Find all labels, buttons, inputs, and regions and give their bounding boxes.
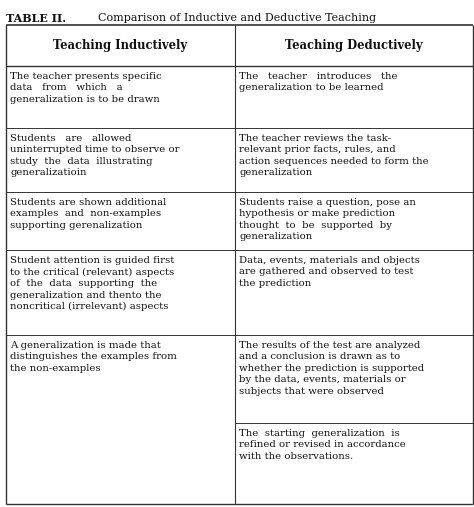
Text: The teacher presents specific
data   from   which   a
generalization is to be dr: The teacher presents specific data from … [10, 72, 162, 104]
Text: Students   are   allowed
uninterrupted time to observe or
study  the  data  illu: Students are allowed uninterrupted time … [10, 134, 180, 177]
Text: The results of the test are analyzed
and a conclusion is drawn as to
whether the: The results of the test are analyzed and… [239, 341, 425, 395]
Text: TABLE II.: TABLE II. [6, 13, 66, 24]
Text: Students are shown additional
examples  and  non-examples
supporting gerenalizat: Students are shown additional examples a… [10, 198, 167, 230]
Text: Data, events, materials and objects
are gathered and observed to test
the predic: Data, events, materials and objects are … [239, 256, 420, 288]
Text: Teaching Deductively: Teaching Deductively [285, 39, 423, 52]
Text: Comparison of Inductive and Deductive Teaching: Comparison of Inductive and Deductive Te… [98, 13, 376, 23]
Text: Teaching Inductively: Teaching Inductively [53, 39, 187, 52]
Text: Students raise a question, pose an
hypothesis or make prediction
thought  to  be: Students raise a question, pose an hypot… [239, 198, 416, 241]
Text: Student attention is guided first
to the critical (relevant) aspects
of  the  da: Student attention is guided first to the… [10, 256, 175, 311]
Text: The   teacher   introduces   the
generalization to be learned: The teacher introduces the generalizatio… [239, 72, 398, 92]
Text: A generalization is made that
distinguishes the examples from
the non-examples: A generalization is made that distinguis… [10, 341, 177, 373]
Text: The teacher reviews the task-
relevant prior facts, rules, and
action sequences : The teacher reviews the task- relevant p… [239, 134, 429, 177]
Text: The  starting  generalization  is
refined or revised in accordance
with the obse: The starting generalization is refined o… [239, 429, 406, 461]
